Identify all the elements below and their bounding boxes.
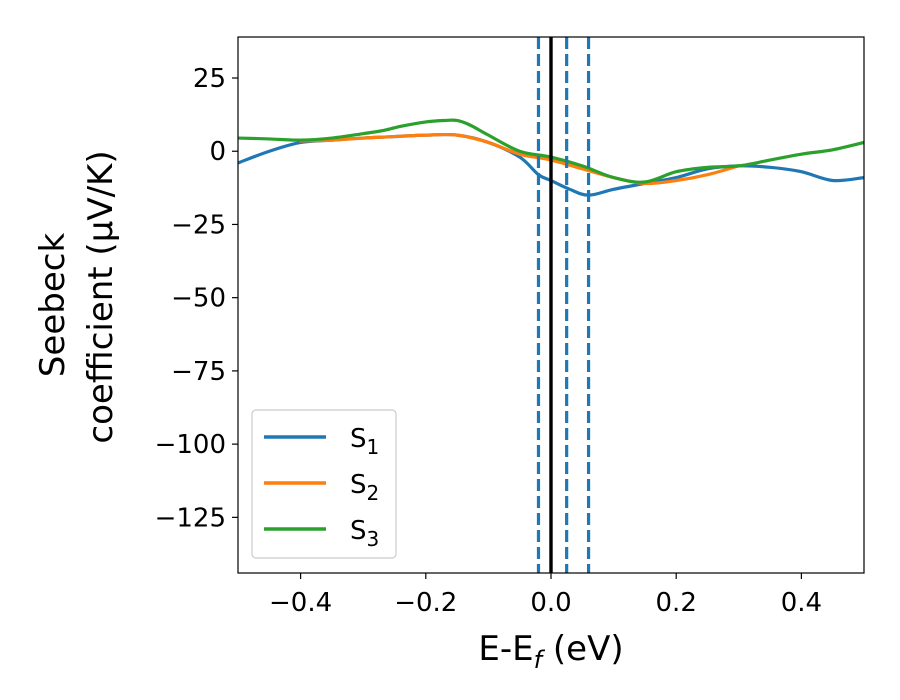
x-tick-label: 0.0	[530, 588, 571, 618]
x-tick-label: −0.2	[394, 588, 457, 618]
legend-label-s2: S2	[350, 470, 379, 505]
y-tick-label: −100	[155, 430, 226, 460]
x-tick-label: 0.4	[781, 588, 822, 618]
x-axis-title-unit: (eV)	[542, 629, 624, 669]
y-tick-label: −75	[171, 357, 226, 387]
y-tick-label: −50	[171, 284, 226, 314]
y-tick-label: 25	[193, 64, 226, 94]
x-tick-label: 0.2	[656, 588, 697, 618]
y-tick-label: −125	[155, 503, 226, 533]
legend: S1 S2 S3	[251, 409, 397, 559]
y-axis-title-line2: coefficient (μV/K)	[81, 150, 121, 443]
x-axis-title: E-Ef (eV)	[478, 629, 623, 674]
vertical-lines-layer	[536, 37, 591, 573]
legend-label-s3: S3	[350, 516, 379, 551]
series-line-s2	[299, 132, 741, 186]
y-axis-title: Seebeck coefficient (μV/K)	[33, 150, 121, 443]
legend-label-s1: S1	[350, 424, 379, 459]
y-tick-label: 0	[209, 137, 226, 167]
ticks-layer: −0.4 −0.2 0.0 0.2 0.4 25 0 −25 −50 −75 −100 −125	[155, 64, 823, 618]
series-line-s3	[238, 118, 864, 184]
y-axis-title-line1: Seebeck	[33, 233, 73, 378]
y-tick-label: −25	[171, 210, 226, 240]
x-tick-label: −0.4	[269, 588, 332, 618]
x-axis-title-main: E-E	[478, 629, 533, 669]
